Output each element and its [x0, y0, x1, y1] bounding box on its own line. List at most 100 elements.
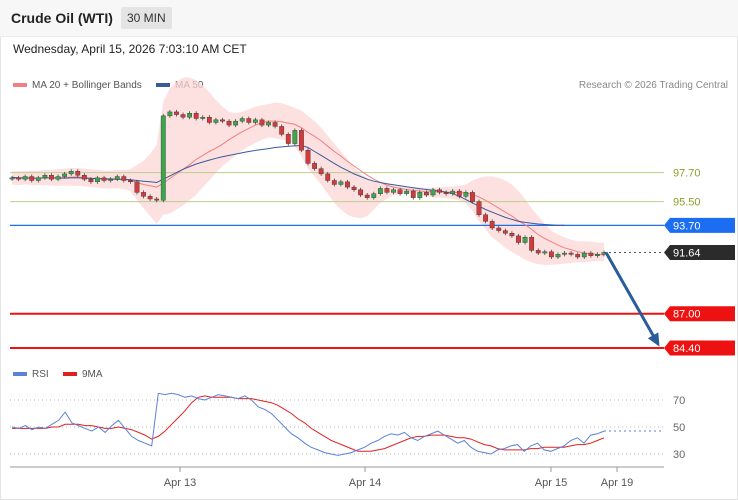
candle-body	[535, 250, 541, 254]
level-tag-91.64	[664, 245, 735, 261]
candle-body	[160, 115, 166, 201]
ma9-swatch	[63, 372, 77, 377]
ma20-swatch	[13, 83, 27, 88]
candle-body	[358, 189, 364, 196]
candle-body	[187, 113, 192, 118]
legend-9ma: 9MA	[63, 369, 103, 380]
candle-body	[35, 177, 41, 181]
interval-badge[interactable]: 30 MIN	[121, 7, 172, 29]
candle-body	[220, 119, 225, 122]
candle-body	[417, 192, 423, 198]
candle-body	[259, 119, 265, 126]
rsi-tick-label: 50	[673, 422, 685, 434]
candle-body	[174, 111, 179, 115]
candle-body	[266, 122, 271, 126]
x-tick-label: Apr 19	[601, 477, 633, 489]
level-tag-84.40	[664, 340, 735, 356]
candle-body	[213, 119, 219, 123]
rsi-swatch	[13, 372, 27, 377]
candle-body	[121, 176, 127, 181]
candle-body	[292, 130, 298, 144]
candle-body	[49, 175, 54, 180]
candle-body	[424, 192, 429, 196]
timestamp: Wednesday, April 15, 2026 7:03:10 AM CET	[13, 42, 247, 56]
candle-body	[42, 175, 48, 179]
candle-body	[180, 114, 186, 118]
candle-body	[200, 116, 206, 119]
candle-body	[167, 111, 173, 117]
rsi-tick-label: 30	[673, 449, 685, 461]
candle-body	[555, 254, 561, 258]
candle-body	[489, 221, 495, 229]
candle-body	[522, 237, 528, 243]
candle-body	[88, 178, 94, 183]
candle-body	[114, 176, 120, 180]
candle-body	[456, 190, 462, 197]
candle-body	[364, 194, 370, 198]
candle-body	[246, 118, 252, 123]
x-tick-label: Apr 14	[349, 477, 381, 489]
rsi-tick-label: 70	[673, 395, 685, 407]
candle-body	[377, 188, 383, 194]
candle-body	[62, 173, 68, 177]
level-label-97.70: 97.70	[673, 168, 701, 180]
candle-body	[312, 163, 317, 169]
candle-body	[562, 252, 567, 255]
legend-ma20: MA 20 + Bollinger Bands	[13, 80, 142, 91]
candle-body	[127, 180, 133, 183]
level-label-87.00: 87.00	[673, 309, 701, 321]
candle-body	[371, 193, 377, 198]
level-label-95.50: 95.50	[673, 197, 701, 209]
level-tag-87.00	[664, 306, 735, 322]
candle-body	[430, 189, 436, 196]
x-tick-label: Apr 15	[535, 477, 567, 489]
candle-body	[325, 173, 331, 181]
rsi-line	[11, 392, 605, 456]
candle-body	[568, 252, 574, 255]
instrument-title: Crude Oil (WTI)	[11, 10, 113, 26]
candle-body	[206, 116, 212, 123]
candle-body	[595, 254, 600, 256]
candle-body	[397, 189, 403, 194]
candle-body	[516, 235, 521, 243]
candle-body	[305, 149, 311, 164]
candle-body	[496, 227, 502, 231]
candle-body	[22, 176, 28, 180]
candle-body	[55, 176, 61, 180]
candle-body	[108, 178, 114, 181]
candle-body	[29, 176, 35, 181]
candle-body	[384, 188, 390, 193]
candle-body	[75, 171, 81, 176]
candle-body	[233, 120, 239, 126]
rsi-9ma-line	[12, 395, 605, 452]
bollinger-band	[12, 77, 604, 265]
projection-arrow	[604, 251, 660, 345]
candle-body	[483, 214, 488, 222]
candle-body	[226, 120, 232, 126]
candle-body	[463, 192, 469, 197]
candle-body	[404, 190, 410, 194]
ma50-swatch	[156, 83, 170, 88]
candle-body	[279, 126, 285, 135]
candle-body	[575, 254, 581, 258]
legend-rsi: RSI	[13, 369, 49, 380]
candle-body	[470, 192, 475, 202]
candle-body	[351, 186, 357, 190]
candle-body	[9, 177, 15, 180]
candle-body	[450, 190, 456, 194]
candle-body	[437, 189, 442, 193]
candle-body	[318, 168, 324, 175]
candle-body	[529, 237, 535, 251]
candle-body	[141, 192, 146, 197]
candle-body	[331, 180, 337, 185]
candle-body	[299, 130, 304, 151]
x-tick-label: Apr 13	[164, 477, 196, 489]
candle-body	[588, 252, 594, 256]
candle-body	[285, 134, 291, 144]
candle-body	[542, 251, 548, 254]
candle-body	[16, 177, 21, 180]
legend-rsi-label: RSI	[32, 369, 49, 380]
candle-body	[443, 192, 449, 194]
candle-body	[345, 181, 350, 188]
copyright: Research © 2026 Trading Central	[578, 80, 728, 91]
